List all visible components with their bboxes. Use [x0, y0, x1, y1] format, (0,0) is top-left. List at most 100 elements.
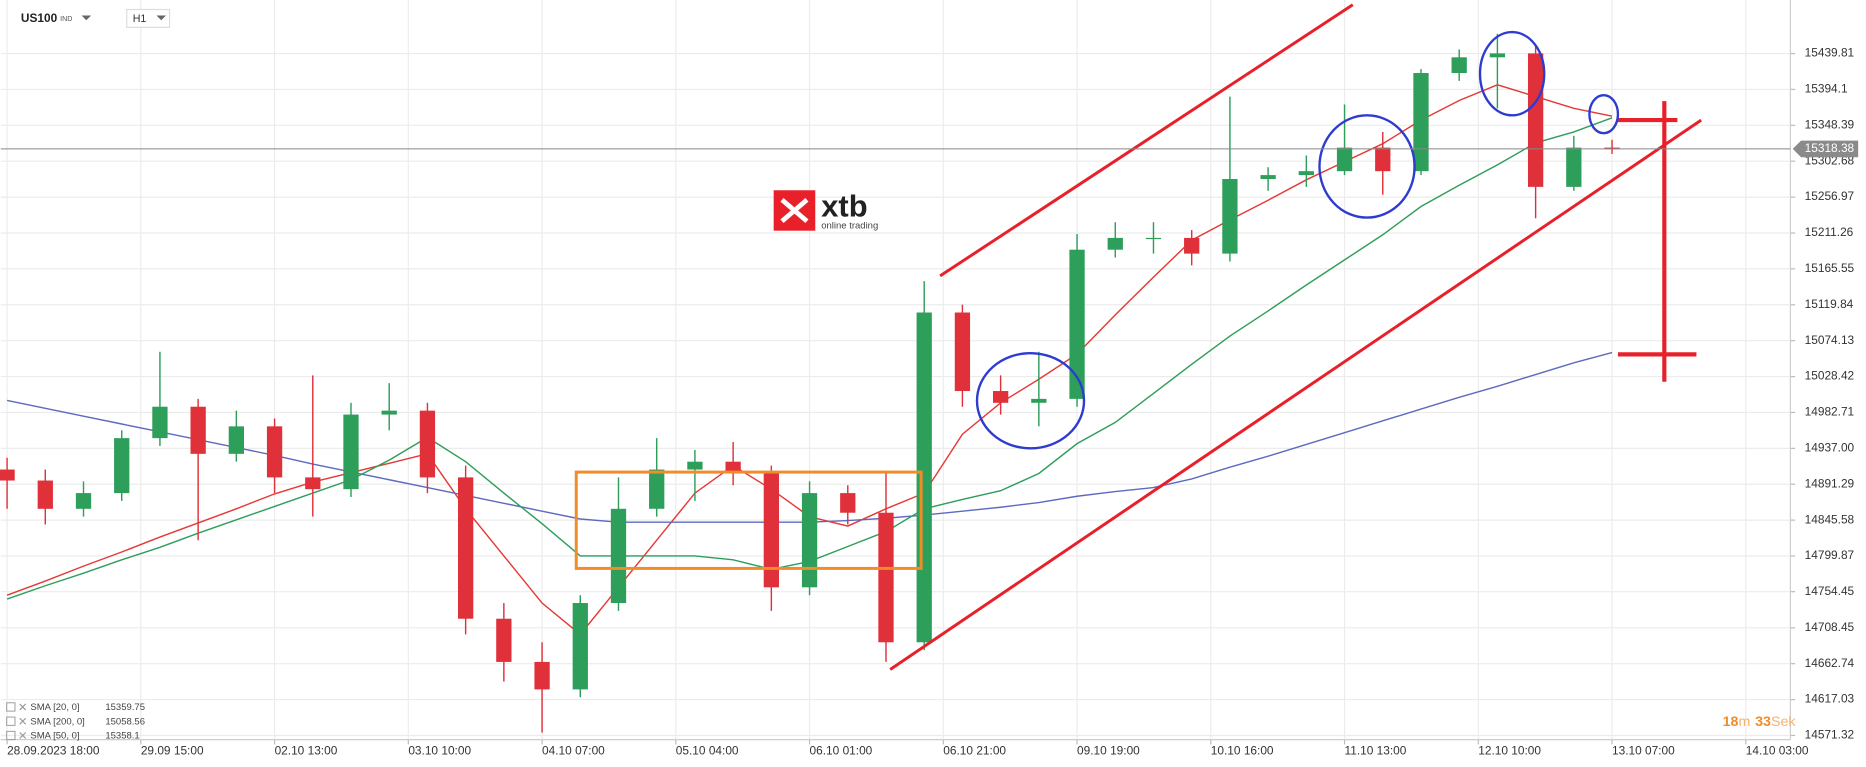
candle-body [1375, 147, 1391, 172]
x-tick-label: 14.10 03:00 [1746, 744, 1809, 758]
candle-body [37, 480, 53, 509]
candle-body [1184, 237, 1200, 254]
y-tick-label: 14754.45 [1805, 584, 1855, 598]
countdown-seconds: 33 [1755, 714, 1771, 730]
countdown-unit: Sek [1771, 714, 1796, 730]
candle-body [1260, 175, 1276, 180]
candle-body [1489, 53, 1506, 58]
x-tick-label: 10.10 16:00 [1211, 744, 1274, 758]
candle-body [1527, 53, 1544, 187]
highlight-ellipse [1318, 114, 1416, 219]
candle-body [878, 512, 894, 643]
legend-close [19, 717, 27, 725]
candle-body [801, 493, 818, 588]
candle-body [496, 618, 512, 662]
current-price-label: 15318.38 [1805, 141, 1855, 155]
x-tick-label: 11.10 13:00 [1345, 744, 1407, 758]
y-tick-label: 14662.74 [1805, 656, 1855, 670]
logo: xtb online trading [773, 188, 878, 231]
legend-name: SMA [50, 0] [30, 731, 79, 742]
candle-body [1298, 171, 1314, 176]
candle-body [725, 461, 741, 474]
x-tick-label: 29.09 15:00 [141, 744, 204, 758]
candle-body [687, 461, 703, 470]
y-tick-label: 14617.03 [1805, 692, 1855, 706]
current-price-tag [1792, 140, 1859, 158]
symbol[interactable]: US100 [21, 11, 58, 25]
candle-layer [0, 33, 1620, 733]
candle-body [954, 312, 971, 392]
y-tick-label: 15256.97 [1805, 189, 1855, 203]
y-tick-label: 15119.84 [1805, 297, 1854, 311]
logo-tagline: online trading [821, 220, 878, 231]
candle-body [840, 493, 856, 513]
candle-body [1031, 398, 1047, 403]
overlay-layer: 15318.38 SMA [20, 0] 15359.75 SMA [200, 0] 1… [0, 140, 1859, 742]
y-tick-label: 14845.58 [1805, 512, 1855, 526]
x-tick-label: 04.10 07:00 [542, 744, 605, 758]
candle-body [457, 477, 474, 619]
legend-icon [6, 730, 16, 741]
candle-body [305, 477, 321, 490]
x-tick-label: 09.10 19:00 [1077, 744, 1140, 758]
candle-body [1336, 147, 1353, 172]
y-tick-label: 15439.81 [1805, 46, 1855, 60]
legend-value: 15058.56 [105, 716, 145, 727]
candle-body [1566, 147, 1582, 187]
candle-body [75, 493, 92, 509]
candle-body [1145, 237, 1162, 240]
y-tick-label: 15165.55 [1805, 261, 1855, 275]
y-tick-label: 15028.42 [1805, 369, 1855, 383]
candle-body [266, 426, 283, 478]
market: IND [60, 15, 72, 23]
candle-body [916, 312, 932, 643]
candle-body [114, 438, 130, 494]
y-tick-label: 14708.45 [1805, 620, 1855, 634]
legend-icon [6, 702, 16, 712]
x-tick-label: 12.10 10:00 [1478, 744, 1541, 758]
countdown-unit: m [1738, 714, 1750, 730]
candle-body [152, 406, 168, 439]
interval-select[interactable] [126, 8, 171, 28]
highlight-ellipse [975, 351, 1086, 450]
candle-body [0, 469, 15, 481]
y-tick-label: 15074.13 [1805, 333, 1855, 347]
candle-body [1222, 179, 1238, 254]
candle-body [649, 469, 665, 509]
channel-upper [939, 3, 1354, 278]
y-tick-label: 14571.32 [1805, 728, 1855, 742]
y-tick-label: 14891.29 [1805, 476, 1855, 490]
candle-body [343, 414, 359, 490]
candle-body [610, 508, 627, 604]
candle-body [1107, 237, 1123, 250]
x-tick-label: 28.09.2023 18:00 [7, 744, 100, 758]
candle-body [381, 410, 397, 415]
legend-value: 15359.75 [105, 702, 145, 713]
highlight-ellipse [1588, 93, 1620, 135]
legend-icon [6, 716, 16, 726]
candle-body [992, 391, 1009, 403]
y-tick-label: 14982.71 [1805, 405, 1855, 419]
drawings [574, 3, 1703, 671]
candle-body [419, 410, 436, 478]
candle-body [1069, 249, 1085, 399]
x-tick-label: 02.10 13:00 [275, 744, 338, 758]
interval[interactable]: H1 [133, 13, 147, 25]
dropdown-arrow[interactable] [156, 15, 166, 21]
y-tick-label: 15211.26 [1805, 225, 1854, 239]
y-tick-label: 14799.87 [1805, 548, 1855, 562]
candle-body [572, 603, 588, 690]
x-tick-label: 05.10 04:00 [676, 744, 739, 758]
range-box [574, 470, 923, 570]
dropdown-arrow[interactable] [81, 15, 92, 21]
candle-body [190, 406, 206, 454]
legend-close [19, 703, 27, 711]
candle-body [763, 473, 779, 588]
legend-close [19, 732, 27, 739]
candle-body [1413, 73, 1429, 172]
x-tick-label: 03.10 10:00 [408, 744, 471, 758]
countdown-minutes: 18 [1723, 714, 1739, 730]
channel-lower [889, 118, 1703, 671]
